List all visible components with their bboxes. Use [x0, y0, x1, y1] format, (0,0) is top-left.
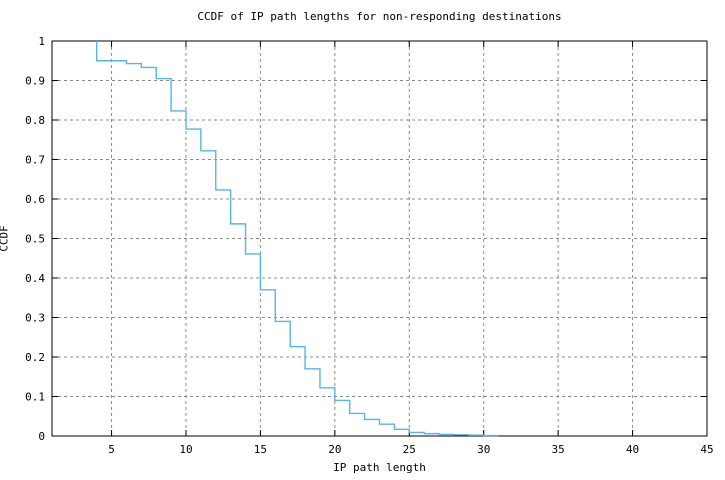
ccdf-step-curve [95, 41, 499, 437]
y-tick-label: 0.6 [25, 193, 45, 206]
y-tick-label: 0.3 [25, 312, 45, 325]
x-tick-label: 40 [626, 443, 639, 456]
y-tick-label: 0.9 [25, 75, 45, 88]
x-tick-label: 35 [552, 443, 565, 456]
y-tick-label: 0.1 [25, 391, 45, 404]
x-tick-label: 45 [700, 443, 713, 456]
y-tick-label: 0.4 [25, 272, 45, 285]
x-tick-label: 25 [403, 443, 416, 456]
x-tick-label: 30 [477, 443, 490, 456]
x-axis-label: IP path length [333, 461, 426, 474]
y-tick-label: 0.7 [25, 154, 45, 167]
x-tick-label: 20 [328, 443, 341, 456]
x-tick-label: 15 [254, 443, 267, 456]
y-tick-label: 0.2 [25, 351, 45, 364]
x-tick-label: 5 [108, 443, 115, 456]
chart-title: CCDF of IP path lengths for non-respondi… [197, 10, 562, 23]
y-tick-label: 0 [38, 430, 45, 443]
y-axis-label: CCDF [0, 225, 11, 252]
y-tick-label: 0.8 [25, 114, 45, 127]
y-tick-label: 1 [38, 35, 45, 48]
x-tick-label: 10 [179, 443, 192, 456]
y-tick-label: 0.5 [25, 233, 45, 246]
